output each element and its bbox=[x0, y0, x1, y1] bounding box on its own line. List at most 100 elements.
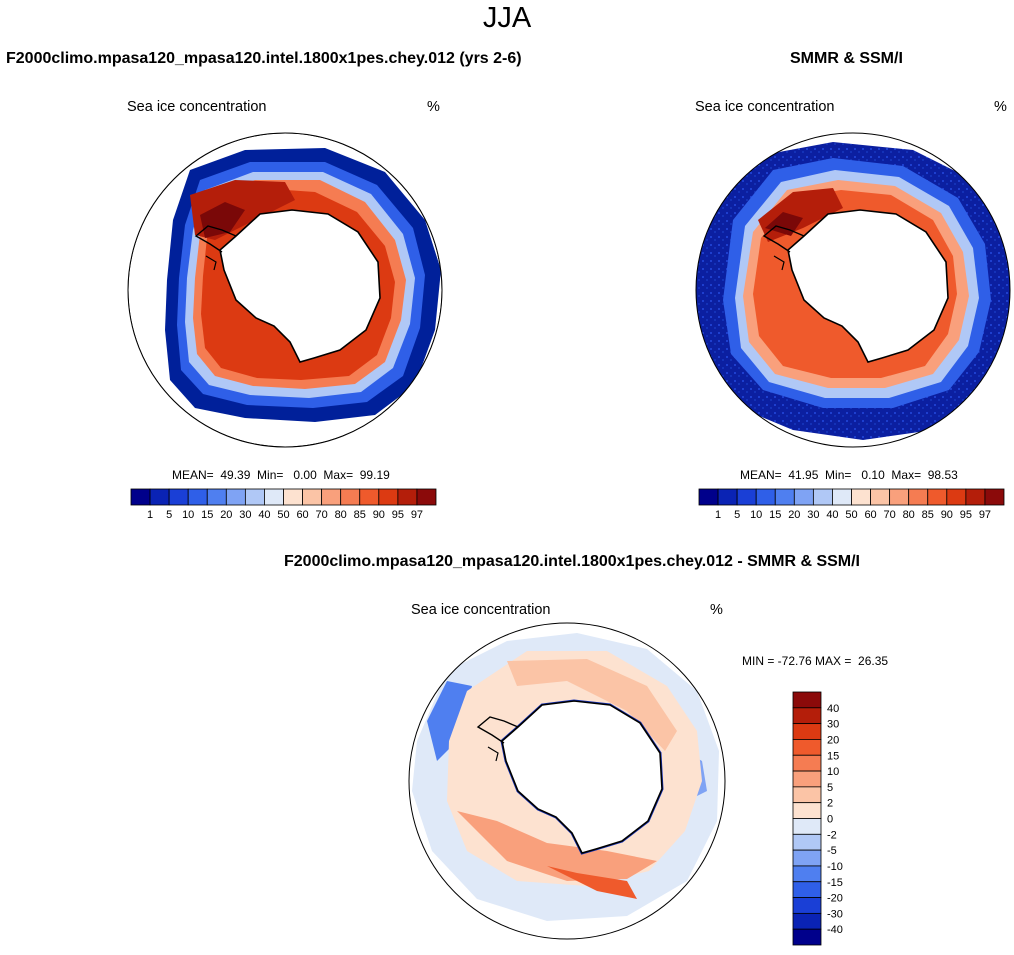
panel3-variable-label: Sea ice concentration bbox=[411, 602, 551, 618]
panel1-colorbar-tick-label: 80 bbox=[335, 509, 347, 521]
panel3-colorbar-tick-label: 30 bbox=[827, 719, 839, 731]
panel2-colorbar-swatch bbox=[908, 488, 929, 506]
panel2-colorbar-swatch bbox=[755, 488, 776, 506]
panel1-colorbar-swatch bbox=[378, 488, 399, 506]
panel3-colorbar-tick-label: -40 bbox=[827, 924, 843, 936]
panel2-colorbar-swatch bbox=[927, 488, 948, 506]
panel2-colorbar-swatch bbox=[698, 488, 719, 506]
panel1-colorbar-swatch bbox=[283, 488, 303, 506]
panel3-colorbar-tick-label: 5 bbox=[827, 782, 833, 794]
panel1-colorbar-tick-label: 60 bbox=[296, 509, 308, 521]
panel3-colorbar-swatch bbox=[792, 881, 822, 898]
panel2-colorbar: 1 5 10 15 20 30 40 50 60 70 80 85 90 95 97 bbox=[698, 488, 1005, 521]
panel3-colorbar-swatch bbox=[792, 739, 822, 756]
panel2-colorbar-swatch bbox=[812, 488, 833, 506]
panel1-colorbar-tick-label: 1 bbox=[147, 509, 153, 521]
panel1-colorbar-tick-label: 40 bbox=[258, 509, 270, 521]
panel1-colorbar-swatch bbox=[168, 488, 189, 506]
panel3-colorbar-swatch bbox=[792, 754, 822, 772]
panel3-units: % bbox=[710, 602, 723, 618]
panel2-colorbar-swatch bbox=[717, 488, 738, 506]
panel3-colorbar-swatch bbox=[792, 691, 822, 709]
panel2-colorbar-tick-label: 60 bbox=[864, 509, 876, 521]
panel3-colorbar-swatch bbox=[792, 770, 822, 788]
panel3-stats: MIN = -72.76 MAX = 26.35 bbox=[742, 654, 889, 668]
panel1-colorbar-swatch bbox=[302, 488, 323, 506]
panel1-colorbar-swatch bbox=[321, 488, 342, 506]
panel2-colorbar-tick-label: 10 bbox=[750, 509, 762, 521]
panel1-stats: MEAN= 49.39 Min= 0.00 Max= 99.19 bbox=[172, 468, 390, 482]
panel2-colorbar-swatch bbox=[851, 488, 871, 506]
panel3-colorbar-tick-label: -5 bbox=[827, 845, 837, 857]
figure-title: JJA bbox=[482, 2, 532, 34]
panel3-colorbar-tick-label: -2 bbox=[827, 829, 837, 841]
panel2-colorbar-swatch bbox=[774, 488, 795, 506]
panel1-colorbar-tick-label: 15 bbox=[201, 509, 213, 521]
panel3-colorbar-swatch bbox=[792, 833, 822, 851]
panel1-colorbar-tick-label: 10 bbox=[182, 509, 194, 521]
panel2-colorbar-swatch bbox=[946, 488, 967, 506]
panel3-colorbar-swatch bbox=[792, 786, 822, 804]
panel3-colorbar-swatch bbox=[792, 707, 822, 725]
panel2-map-border bbox=[695, 132, 1011, 448]
panel3-colorbar-swatch bbox=[792, 928, 822, 946]
panel2-colorbar-tick-label: 20 bbox=[788, 509, 800, 521]
panel2-colorbar-tick-label: 80 bbox=[903, 509, 915, 521]
panel1-colorbar-tick-label: 90 bbox=[373, 509, 385, 521]
panel2-colorbar-tick-label: 95 bbox=[960, 509, 972, 521]
panel2-colorbar-swatch bbox=[832, 488, 852, 506]
panel3-colorbar-swatch bbox=[792, 802, 822, 819]
panel3-colorbar-tick-label: 2 bbox=[827, 798, 833, 810]
panel1-colorbar-swatch bbox=[340, 488, 361, 506]
panel3-colorbar-tick-label: 0 bbox=[827, 814, 833, 826]
panel2-colorbar-swatch bbox=[965, 488, 986, 506]
panel3-colorbar-swatch bbox=[792, 912, 822, 930]
panel1-colorbar-swatch bbox=[206, 488, 227, 506]
panel2-colorbar-tick-label: 5 bbox=[734, 509, 740, 521]
panel1-colorbar-swatch bbox=[244, 488, 265, 506]
panel2-colorbar-tick-label: 97 bbox=[979, 509, 991, 521]
panel2-title: SMMR & SSM/I bbox=[790, 50, 903, 67]
panel3-colorbar-swatch bbox=[792, 849, 822, 867]
panel1-colorbar: 1 5 10 15 20 30 40 50 60 70 80 85 90 95 97 bbox=[130, 488, 437, 521]
panel3-colorbar-tick-label: 20 bbox=[827, 734, 839, 746]
panel1-colorbar-tick-label: 50 bbox=[277, 509, 289, 521]
panel2-colorbar-swatch bbox=[793, 488, 814, 506]
panel1-colorbar-tick-label: 70 bbox=[316, 509, 328, 521]
panel2-colorbar-tick-label: 50 bbox=[845, 509, 857, 521]
panel2-colorbar-tick-label: 30 bbox=[807, 509, 819, 521]
panel1-colorbar-tick-label: 20 bbox=[220, 509, 232, 521]
panel3-map-border bbox=[408, 622, 726, 940]
panel1-variable-label: Sea ice concentration bbox=[127, 99, 267, 115]
panel3-colorbar-swatch bbox=[792, 865, 822, 883]
panel3-title: F2000climo.mpasa120_mpasa120.intel.1800x… bbox=[284, 553, 860, 570]
panel3-colorbar-tick-label: 10 bbox=[827, 766, 839, 778]
panel1-colorbar-tick-label: 30 bbox=[239, 509, 251, 521]
panel1-colorbar-swatch bbox=[416, 488, 437, 506]
panel1-colorbar-swatch bbox=[225, 488, 246, 506]
panel2-colorbar-swatch bbox=[889, 488, 910, 506]
panel1-colorbar-tick-label: 85 bbox=[354, 509, 366, 521]
panel2-stats: MEAN= 41.95 Min= 0.10 Max= 98.53 bbox=[740, 468, 958, 482]
panel2-colorbar-swatch bbox=[736, 488, 757, 506]
panel1-colorbar-swatch bbox=[187, 488, 208, 506]
panel3-colorbar-tick-label: -10 bbox=[827, 861, 843, 873]
panel3-map bbox=[409, 623, 725, 939]
panel1-map bbox=[128, 133, 442, 447]
panel2-variable-label: Sea ice concentration bbox=[695, 99, 835, 115]
panel3-colorbar-tick-label: -15 bbox=[827, 877, 843, 889]
panel2-units: % bbox=[994, 99, 1007, 115]
panel1-colorbar-tick-label: 5 bbox=[166, 509, 172, 521]
panel2-colorbar-tick-label: 70 bbox=[884, 509, 896, 521]
panel1-colorbar-swatch bbox=[359, 488, 380, 506]
panel3-colorbar-swatch bbox=[792, 723, 822, 740]
panel1-colorbar-swatch bbox=[397, 488, 418, 506]
panel2-map bbox=[696, 133, 1010, 447]
panel2-colorbar-tick-label: 90 bbox=[941, 509, 953, 521]
panel2-colorbar-tick-label: 40 bbox=[826, 509, 838, 521]
panel2-colorbar-swatch bbox=[870, 488, 891, 506]
panel1-title: F2000climo.mpasa120_mpasa120.intel.1800x… bbox=[6, 50, 522, 67]
panel3-colorbar-swatch bbox=[792, 897, 822, 914]
